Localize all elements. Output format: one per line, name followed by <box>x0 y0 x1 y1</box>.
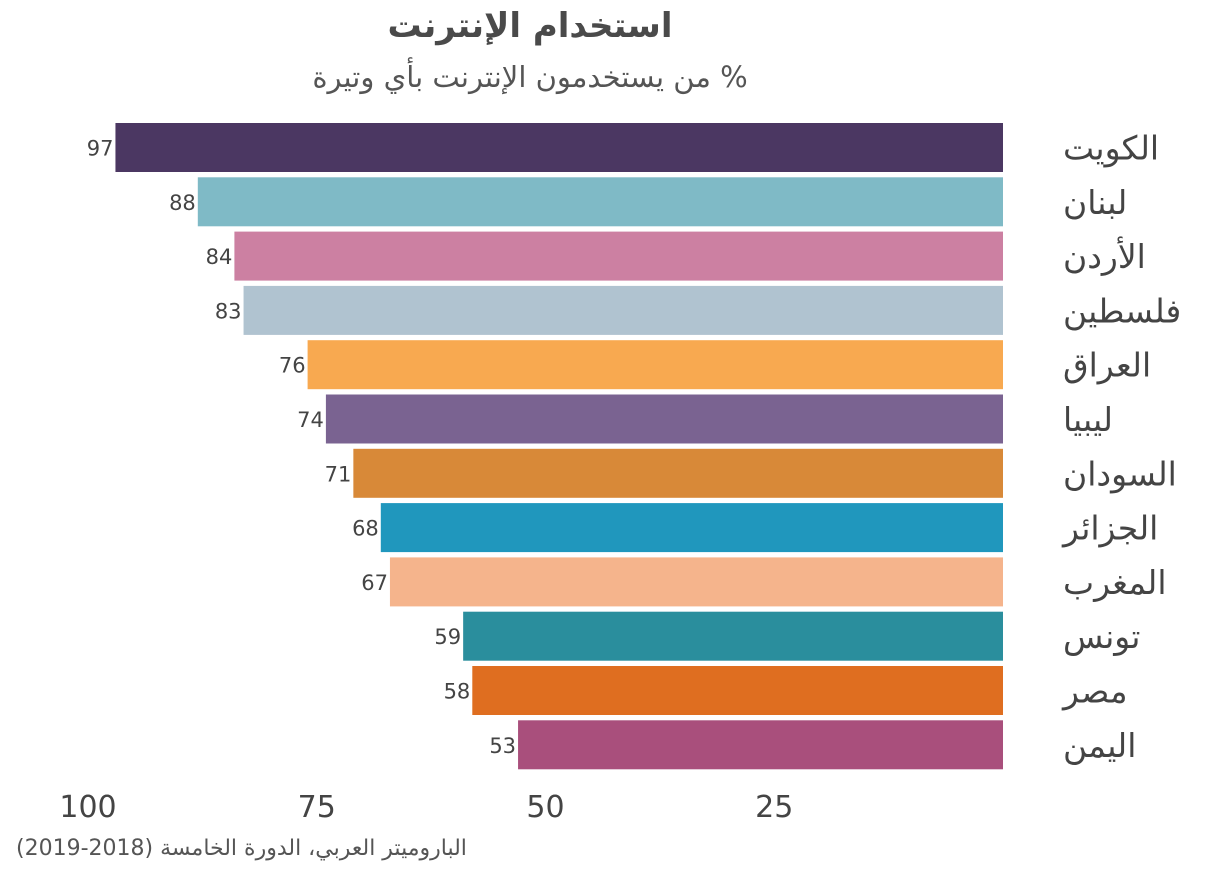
bar-value-label: 74 <box>297 408 324 432</box>
chart-title: استخدام الإنترنت <box>387 6 673 46</box>
value-labels-group: 97 88 84 83 76 74 71 68 67 59 58 53 <box>87 137 516 758</box>
x-tick-label: 100 <box>59 790 116 825</box>
bar-value-label: 83 <box>215 299 242 323</box>
bar <box>307 340 1004 390</box>
bar <box>353 448 1004 498</box>
category-label: الكويت <box>1063 129 1159 168</box>
category-label: المغرب <box>1063 563 1167 602</box>
source-caption: الباروميتر العربي، الدورة الخامسة (2018-… <box>16 836 467 861</box>
category-label: لبنان <box>1063 183 1127 222</box>
bar-value-label: 76 <box>279 354 306 378</box>
bar <box>463 611 1003 661</box>
bar-value-label: 53 <box>489 734 516 758</box>
bar <box>115 123 1003 172</box>
bar-value-label: 97 <box>87 137 114 161</box>
bar <box>389 557 1003 607</box>
category-label: ليبيا <box>1063 400 1113 439</box>
x-axis-ticks: 100 75 50 25 <box>59 790 793 825</box>
bar-value-label: 84 <box>206 245 233 269</box>
chart-subtitle: % من يستخدمون الإنترنت بأي وتيرة <box>312 60 748 94</box>
category-label: مصر <box>1061 672 1128 711</box>
bar-value-label: 68 <box>352 517 379 541</box>
bar-value-label: 88 <box>169 191 196 215</box>
category-label: السودان <box>1063 454 1177 493</box>
bar-value-label: 59 <box>434 625 461 649</box>
bars-group <box>115 123 1004 770</box>
bar <box>472 666 1003 715</box>
x-tick-label: 50 <box>526 790 564 825</box>
bar <box>197 177 1004 227</box>
bar-value-label: 71 <box>325 462 352 486</box>
bar-value-label: 67 <box>361 571 388 595</box>
bar <box>325 394 1003 444</box>
bar <box>380 503 1003 553</box>
x-tick-label: 25 <box>755 790 793 825</box>
bar <box>243 285 1004 335</box>
category-labels-group: الكويت لبنان الأردن فلسطين العراق ليبيا السودا… <box>1061 129 1181 765</box>
category-label: الجزائر <box>1061 509 1158 548</box>
bar <box>518 720 1003 770</box>
category-label: تونس <box>1063 617 1141 656</box>
category-label: اليمن <box>1063 726 1136 765</box>
bar <box>234 231 1003 281</box>
category-label: الأردن <box>1063 236 1146 276</box>
category-label: فلسطين <box>1063 291 1181 330</box>
x-tick-label: 75 <box>298 790 336 825</box>
category-label: العراق <box>1063 346 1151 385</box>
bar-value-label: 58 <box>444 680 471 704</box>
